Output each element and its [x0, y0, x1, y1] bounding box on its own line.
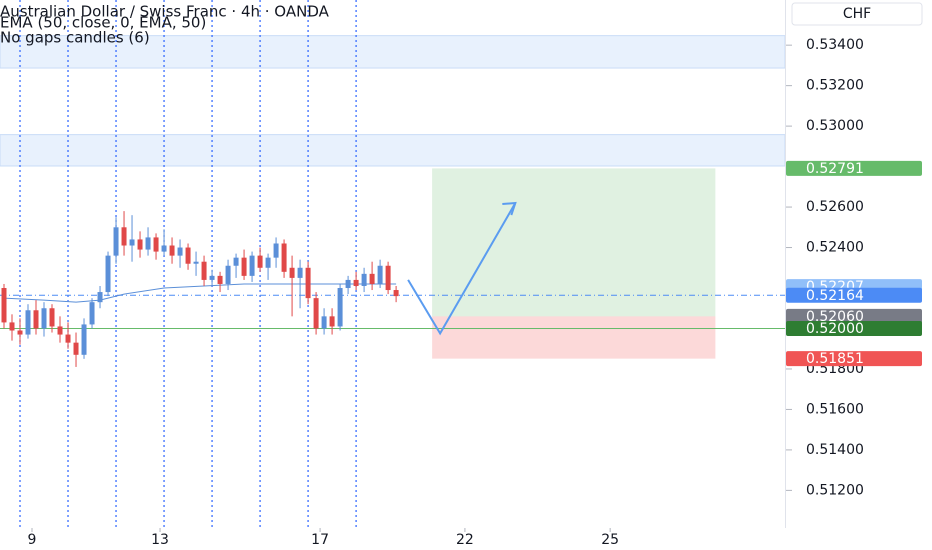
currency: CHF — [843, 6, 871, 22]
candle-body — [129, 239, 135, 246]
price-tag — [786, 351, 922, 367]
x-tick-label: 22 — [456, 532, 474, 548]
candle-body — [369, 273, 375, 284]
price-axis: CHF 0.53400 0.53200 0.53000 0.52600 0.52400 0… — [786, 2, 923, 498]
candle-body — [385, 265, 391, 291]
candle-body — [97, 292, 103, 303]
indicator-label: EMA (50, close, 0, EMA, 50) — [0, 14, 206, 32]
price-tag — [786, 287, 922, 303]
x-tick-label: 13 — [151, 532, 169, 548]
candle-body — [297, 267, 303, 278]
arrow-path — [407, 202, 517, 336]
candle-body — [137, 239, 143, 250]
candle-body — [49, 308, 55, 327]
price-tag-label: 0.52791 — [806, 161, 864, 177]
candle-body — [9, 322, 15, 331]
candle-body — [281, 243, 287, 272]
candle-body — [65, 334, 71, 343]
candle-body — [377, 265, 383, 284]
candle-body — [57, 326, 63, 335]
candle-body — [273, 243, 279, 258]
price-tag — [786, 160, 922, 176]
candle-body — [265, 257, 271, 268]
candle-body — [185, 247, 191, 264]
candle-body — [257, 255, 263, 268]
indicator-label: No gaps candles (6) — [0, 29, 150, 47]
profit-zone — [432, 168, 716, 317]
candle-body — [313, 298, 319, 329]
arrow-head — [502, 201, 517, 216]
y-tick-label: 0.53200 — [806, 78, 864, 94]
candle-body — [73, 342, 79, 355]
candle-body — [305, 267, 311, 299]
candle-body — [177, 247, 183, 256]
candle-body — [33, 310, 39, 329]
y-tick-label: 0.51400 — [806, 442, 864, 458]
price-tag — [786, 308, 922, 324]
currency-box[interactable] — [791, 2, 923, 26]
candle-body — [329, 316, 335, 327]
x-tick-label: 25 — [601, 532, 619, 548]
candle-body — [393, 290, 399, 297]
x-tick-label: 17 — [311, 532, 329, 548]
plot-area — [0, 0, 785, 528]
price-tag-label: 0.52164 — [806, 288, 864, 304]
candle-body — [145, 237, 151, 250]
candle-body — [1, 288, 7, 323]
candle-body — [225, 265, 231, 284]
candle-body — [337, 288, 343, 327]
candle-body — [361, 273, 367, 286]
y-tick-label: 0.51200 — [806, 482, 864, 498]
candle-body — [17, 330, 23, 335]
y-tick-label: 0.52400 — [806, 240, 864, 256]
candle-body — [241, 257, 247, 276]
loss-zone — [432, 316, 716, 359]
candle-body — [249, 255, 255, 276]
candle-body — [161, 245, 167, 252]
candle-body — [233, 257, 239, 266]
chart-title: Australian Dollar / Swiss Franc · 4h · O… — [0, 3, 330, 21]
x-tick-label: 9 — [28, 532, 37, 548]
candle-body — [353, 279, 359, 286]
candle-body — [193, 261, 199, 264]
candle-body — [201, 261, 207, 280]
y-tick-label: 0.53000 — [806, 118, 864, 134]
candle-body — [89, 302, 95, 325]
price-tag — [786, 320, 922, 336]
candle-body — [153, 237, 159, 252]
candle-body — [113, 227, 119, 256]
y-tick-label: 0.51600 — [806, 401, 864, 417]
zone — [0, 35, 785, 69]
ema-line — [3, 283, 397, 303]
price-tag-label: 0.51851 — [806, 351, 864, 367]
y-tick-label: 0.53400 — [806, 37, 864, 53]
price-tag-label: 0.52000 — [806, 321, 864, 337]
candle-body — [289, 267, 295, 278]
candle-body — [105, 255, 111, 293]
candle-body — [41, 308, 47, 329]
candle-body — [169, 245, 175, 256]
zone — [0, 134, 785, 167]
candle-body — [209, 275, 215, 280]
candle-body — [217, 275, 223, 284]
candle-body — [25, 310, 31, 335]
candle-body — [121, 227, 127, 246]
price-tag-label: 0.52060 — [806, 309, 864, 325]
candle-body — [321, 316, 327, 329]
y-tick-label: 0.52600 — [806, 199, 864, 215]
candle-body — [345, 279, 351, 289]
candle-body — [81, 324, 87, 355]
